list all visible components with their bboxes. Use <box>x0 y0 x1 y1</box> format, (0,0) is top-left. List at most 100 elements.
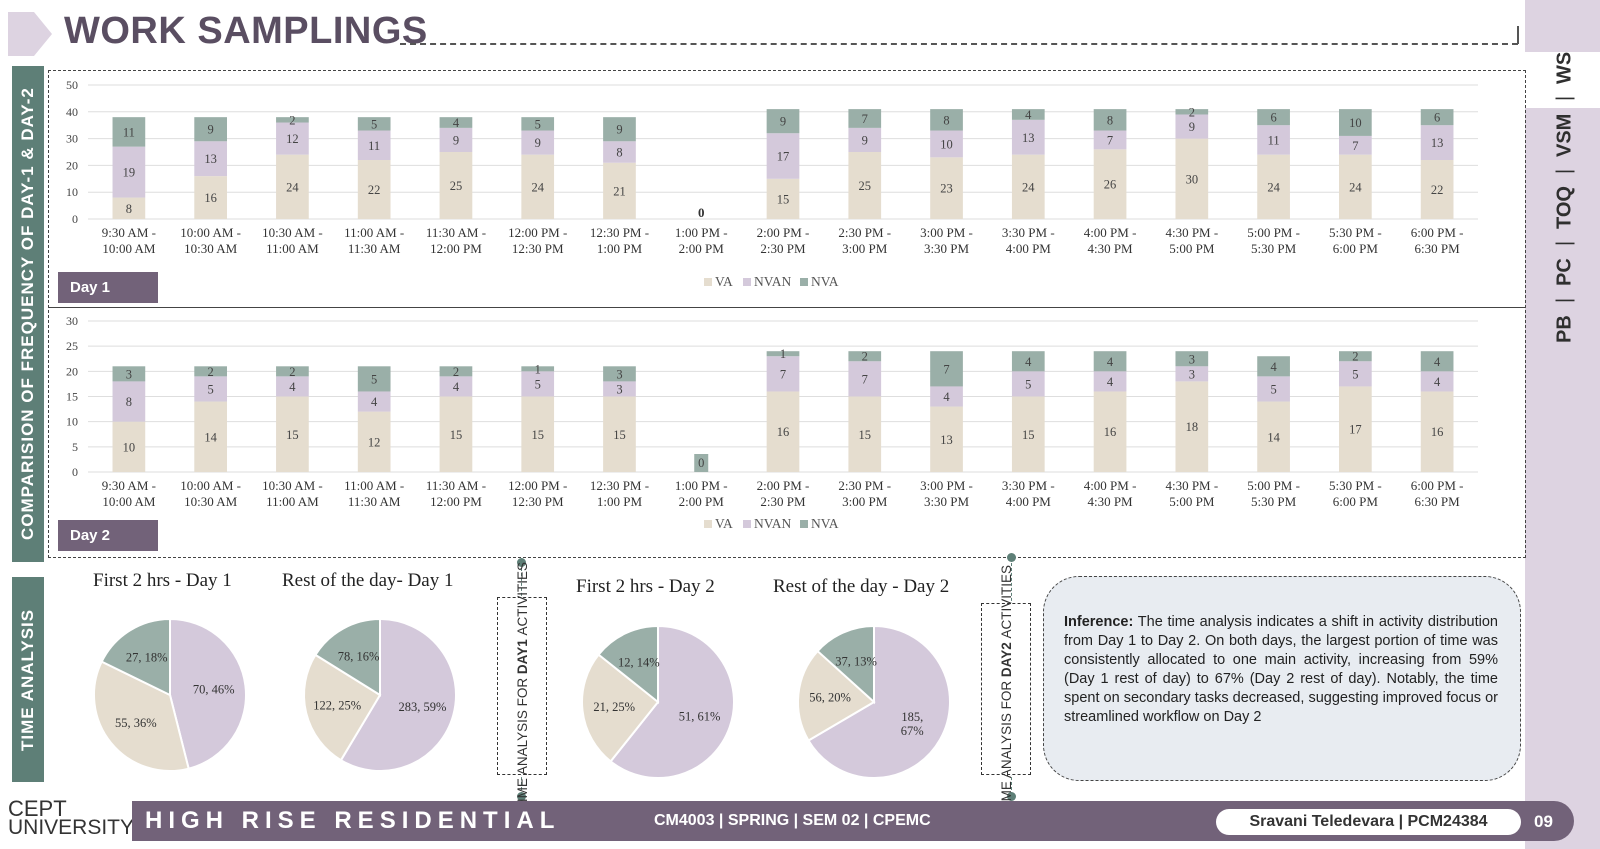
bar-segment-nva <box>194 366 227 377</box>
nav-vsm[interactable]: VSM <box>1553 113 1576 157</box>
day1-vertical-label: TIME ANALYSIS FOR DAY1 ACTIVITIES <box>514 561 530 811</box>
bar-segment-va <box>1420 391 1454 472</box>
bar-segment-nvan <box>1093 130 1127 150</box>
data-label: 24 <box>286 180 299 194</box>
bar-segment-va <box>603 396 636 472</box>
data-label: 13 <box>204 152 217 166</box>
data-label: 2 <box>289 113 295 127</box>
x-tick-label: 12:00 PM <box>430 241 482 256</box>
bar-segment-nvan <box>194 141 227 177</box>
nav-toq[interactable]: TOQ <box>1553 185 1576 229</box>
data-label: 1 <box>780 347 786 361</box>
inference-text: The time analysis indicates a shift in a… <box>1064 614 1498 725</box>
data-label: 7 <box>780 367 786 381</box>
x-tick-label: 3:00 PM - <box>920 478 973 493</box>
x-tick-label: 5:30 PM <box>1251 241 1297 256</box>
data-label: 4 <box>453 380 460 394</box>
data-label: 10 <box>1349 116 1362 130</box>
bar-segment-nva <box>930 109 963 131</box>
bar-segment-va <box>1420 160 1454 219</box>
bar-segment-va <box>1175 381 1209 472</box>
nav-pc[interactable]: PC <box>1553 258 1576 286</box>
pie-slice-nva <box>816 624 875 705</box>
legend-label-va: VA <box>715 516 733 531</box>
legend-label-nva: NVA <box>811 516 839 531</box>
connector-dot <box>1007 553 1016 562</box>
x-tick-label: 3:30 PM - <box>1002 225 1055 240</box>
x-tick-label: 3:30 PM <box>924 241 970 256</box>
y-tick-label: 30 <box>66 314 78 328</box>
data-label: 24 <box>1022 180 1035 194</box>
legend-label-nva: NVA <box>811 274 839 289</box>
data-label: 6 <box>1434 111 1440 125</box>
data-label: 15 <box>286 428 299 442</box>
legend-swatch-va <box>704 520 712 528</box>
data-label: 6 <box>1270 111 1276 125</box>
data-label: 0 <box>698 456 704 470</box>
legend-swatch-nva <box>800 278 808 286</box>
data-label: 16 <box>1104 425 1117 439</box>
day2-vertical-label: TIME ANALYSIS FOR DAY2 ACTIVITIES <box>998 564 1014 814</box>
x-tick-label: 6:00 PM <box>1333 494 1379 509</box>
pie-slice-nvan <box>609 624 735 779</box>
x-tick-label: 10:30 AM <box>184 241 238 256</box>
inference-box: Inference: The time analysis indicates a… <box>1043 576 1521 781</box>
data-label: 5 <box>371 372 377 386</box>
bar-segment-nva <box>848 351 882 362</box>
day2-tag: Day 2 <box>58 520 158 551</box>
data-label: 3 <box>1189 367 1195 381</box>
bar-segment-nva <box>1175 109 1209 115</box>
bar-segment-va <box>194 176 227 219</box>
nav-ws[interactable]: WS <box>1553 52 1576 85</box>
data-label: 3 <box>1189 352 1195 366</box>
pie1-title: First 2 hrs - Day 1 <box>93 570 232 591</box>
pie-rest-day2: 185,67% 56, 20% 37, 13% <box>797 624 951 779</box>
x-tick-label: 11:30 AM - <box>426 478 486 493</box>
data-label: 15 <box>531 428 544 442</box>
bar-segment-nva <box>1011 109 1045 120</box>
bar-segment-va <box>1011 154 1045 219</box>
pie-slice-nvan <box>339 617 457 772</box>
pie-slice-va <box>93 660 190 772</box>
data-label: 16 <box>1431 425 1444 439</box>
nav-pb[interactable]: PB <box>1553 315 1576 343</box>
data-label: 8 <box>126 395 132 409</box>
data-label: 4 <box>1434 375 1441 389</box>
pie-slice-nva <box>100 617 171 697</box>
bar-segment-nvan <box>1011 119 1045 155</box>
bar-segment-va <box>112 197 146 219</box>
page-title: WORK SAMPLINGS <box>64 10 428 52</box>
bar-segment-va <box>521 396 555 472</box>
bar-segment-nva <box>276 366 309 377</box>
data-label: 5 <box>1352 367 1358 381</box>
x-tick-label: 12:30 PM <box>512 241 564 256</box>
bar-segment-nvan <box>276 376 309 397</box>
x-tick-label: 4:00 PM <box>1006 241 1052 256</box>
legend-label-nvan: NVAN <box>754 516 792 531</box>
bar-segment-nvan <box>357 130 391 161</box>
pie2-title: Rest of the day- Day 1 <box>282 570 454 591</box>
x-tick-label: 2:00 PM - <box>757 225 810 240</box>
data-label: 9 <box>453 133 459 147</box>
data-label: 4 <box>1434 355 1441 369</box>
y-tick-label: 50 <box>66 78 78 92</box>
pie-data-label: 56, 20% <box>809 691 851 705</box>
footer-author: Sravani Teledevara | PCM24384 <box>1216 809 1521 835</box>
pie-first2hrs-day2: 51, 61% 21, 25% 12, 14% <box>581 624 735 779</box>
x-tick-label: 4:30 PM - <box>1165 478 1218 493</box>
legend-swatch-nva <box>800 520 808 528</box>
x-tick-label: 4:00 PM - <box>1084 478 1137 493</box>
bar-segment-nvan <box>521 371 555 397</box>
data-label: 17 <box>777 150 790 164</box>
bar-segment-nvan <box>766 356 800 392</box>
data-label: 15 <box>1022 428 1035 442</box>
data-label: 9 <box>616 123 622 137</box>
y-tick-label: 10 <box>66 415 78 429</box>
x-tick-label: 12:30 PM - <box>590 478 649 493</box>
cept-logo: CEPT UNIVERSITY <box>8 796 135 839</box>
pie-slice-nvan <box>169 617 247 770</box>
x-tick-label: 12:30 PM <box>512 494 564 509</box>
y-tick-label: 15 <box>66 390 78 404</box>
y-tick-label: 25 <box>66 339 78 353</box>
